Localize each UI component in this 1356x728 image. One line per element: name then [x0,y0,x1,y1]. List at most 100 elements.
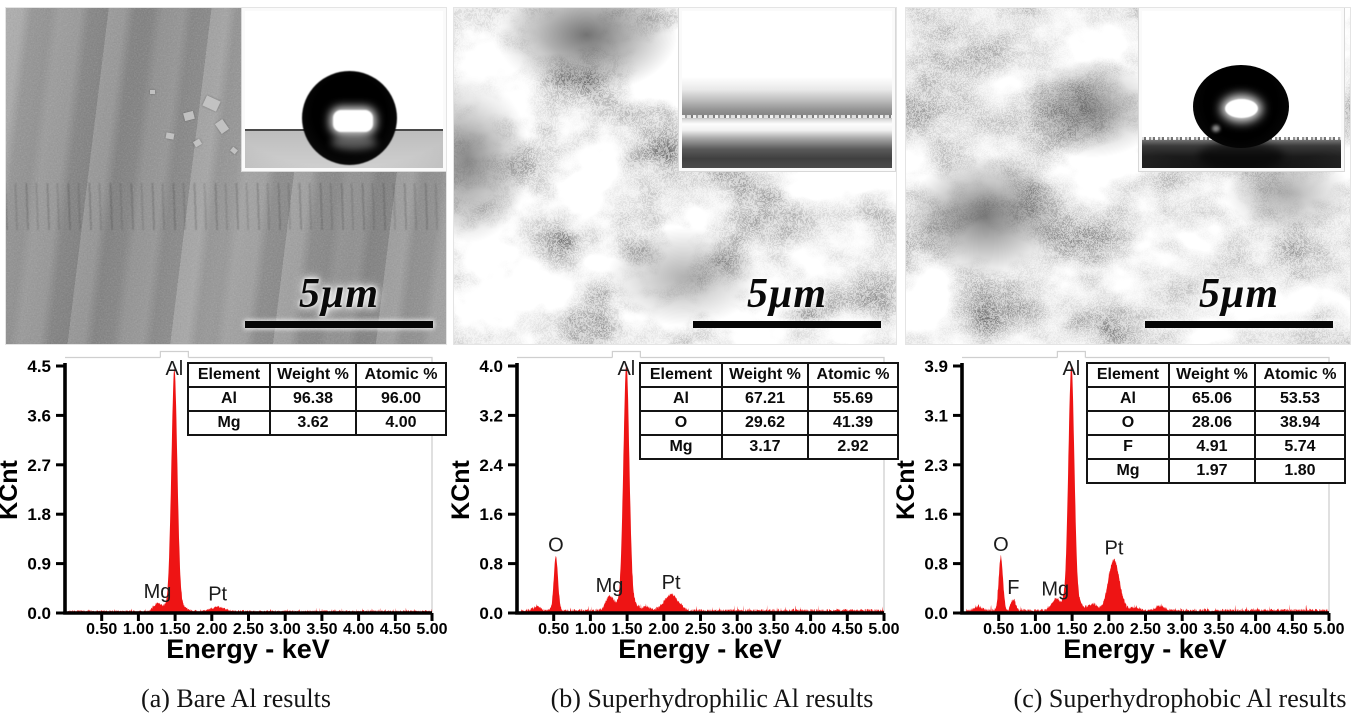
al-label-tab [611,350,641,358]
y-tick-label: 2.4 [479,456,503,475]
peak-label-O: O [548,534,564,556]
col-header-weight: Weight % [723,364,809,386]
droplet-highlight-secondary [331,135,377,150]
x-tick-label: 5.00 [868,621,899,638]
x-tick-label: 2.50 [1130,621,1161,638]
eds-chart-b: 0.0 0.8 1.6 2.4 3.2 4.0 0.50 1.00 1.50 2.00 2.50 3.… [447,340,904,670]
droplet-highlight [333,110,373,132]
plot-frame [517,356,885,613]
x-axis-label: Energy - keV [1063,634,1227,664]
x-tick-label: 3.50 [1203,621,1234,638]
sem-image-superhydrophilic-al: 5μm [453,7,897,345]
y-tick-label: 0.9 [27,555,51,574]
sem-image-bare-al: 5μm [5,7,447,345]
table-row: Mg 1.97 1.80 [1088,460,1344,482]
sem-image-superhydrophobic-al: 5μm [905,7,1351,345]
peak-label-Al: Al [165,358,183,380]
al-label-tab [159,350,189,358]
eds-spectrum-plot: 0.0 0.9 1.8 2.7 3.6 4.5 0.50 1.00 1.50 2.00 2.50 3.… [0,350,448,664]
y-axis-label: KCnt [0,459,23,519]
col-header-weight: Weight % [271,364,357,386]
y-axis-label: KCnt [892,459,920,519]
col-header-atomic: Atomic % [1263,366,1337,383]
col-header-element: Element [189,364,271,386]
x-tick-label: 5.00 [1313,621,1344,638]
scale-bar-label: 5μm [298,271,380,317]
element-table-a: Element Weight % Atomic % Al 96.38 96.00… [187,362,447,436]
y-tick-label: 0.8 [479,555,503,574]
table-row: Al 96.38 96.00 [189,388,445,412]
x-tick-label: 2.00 [1093,621,1124,638]
x-tick-label: 4.00 [343,621,374,638]
contact-angle-inset-c [1139,8,1344,171]
x-tick-label: 1.50 [160,621,191,638]
col-header-weight: Weight % [1170,364,1256,386]
peak-label-Mg: Mg [596,575,624,597]
x-tick-label: 2.00 [648,621,679,638]
panel-b: 5μm 0.0 0.8 1.6 2.4 3.2 4.0 0.50 1.00 1.50 2.00 2.… [447,0,904,728]
caption-c: (c) Superhydrophobic Al results [1013,684,1347,713]
y-axis-label: KCnt [447,459,475,519]
peak-label-O: O [993,534,1009,556]
table-header-row: Element Weight % Atomic % [1088,364,1344,388]
al-label-tab [1056,350,1086,358]
scale-bar [1145,321,1333,328]
x-tick-label: 2.00 [196,621,227,638]
y-tick-label: 4.5 [27,357,51,376]
eds-spectrum-plot: 0.0 0.8 1.6 2.4 3.2 4.0 0.50 1.00 1.50 2.00 2.50 3.… [447,350,900,664]
y-tick-label: 0.8 [924,555,948,574]
eds-chart-c: 0.0 0.8 1.6 2.3 3.1 3.9 0.50 1.00 1.50 2.00 2.50 3.… [892,340,1356,670]
scale-bar [245,321,433,328]
contact-angle-inset-b [679,8,895,171]
table-row: O 28.06 38.94 [1088,412,1344,436]
peak-label-Pt: Pt [208,584,227,606]
x-tick-label: 3.50 [758,621,789,638]
peak-label-Al: Al [617,358,635,380]
x-tick-label: 3.00 [722,621,753,638]
y-tick-label: 2.7 [27,456,51,475]
x-tick-label: 1.50 [612,621,643,638]
x-tick-label: 4.00 [1240,621,1271,638]
scale-bar [693,321,881,328]
x-tick-label: 3.50 [306,621,337,638]
y-tick-label: 2.3 [924,456,948,475]
table-header-row: Element Weight % Atomic % [189,364,445,388]
y-tick-label: 3.1 [924,406,948,425]
x-tick-label: 2.50 [233,621,264,638]
y-tick-label: 3.6 [27,406,51,425]
droplet-highlight [1225,99,1258,118]
element-table-c: Element Weight % Atomic % Al 65.06 53.53… [1086,362,1346,484]
col-header-element: Element [641,364,723,386]
x-axis-label: Energy - keV [166,634,330,664]
peak-label-Al: Al [1062,358,1080,380]
plot-frame [962,356,1330,613]
peak-label-Pt: Pt [1104,537,1123,559]
eds-spectrum-series [517,364,884,613]
scale-bar-label: 5μm [1198,271,1280,317]
table-row: O 29.62 41.39 [641,412,897,436]
panel-c: 5μm 0.0 0.8 1.6 2.3 3.1 3.9 0.50 1.00 1.50 2.00 2.… [892,0,1356,728]
x-tick-label: 1.00 [123,621,154,638]
x-tick-label: 3.00 [270,621,301,638]
peak-label-Mg: Mg [144,581,172,603]
plot-frame [65,356,433,613]
x-tick-label: 4.50 [832,621,863,638]
col-header-atomic: Atomic % [364,366,438,383]
x-tick-label: 3.00 [1167,621,1198,638]
panel-a: 5μm 0.0 0.9 1.8 2.7 3.6 4.5 0.50 1.00 1.50 2.00 2.… [0,0,452,728]
x-tick-label: 4.00 [795,621,826,638]
y-tick-label: 1.6 [479,505,503,524]
caption-b: (b) Superhydrophilic Al results [550,684,874,713]
debris-particles [136,78,251,178]
y-tick-label: 0.0 [924,604,948,623]
y-tick-label: 0.0 [479,604,503,623]
film-surface-line [682,114,892,118]
y-tick-label: 1.8 [27,505,51,524]
peak-label-Mg: Mg [1041,579,1069,601]
peak-label-Pt: Pt [662,572,681,594]
x-tick-label: 0.50 [86,621,117,638]
x-tick-label: 0.50 [538,621,569,638]
table-row: Al 65.06 53.53 [1088,388,1344,412]
contact-angle-inset-a [242,8,446,171]
